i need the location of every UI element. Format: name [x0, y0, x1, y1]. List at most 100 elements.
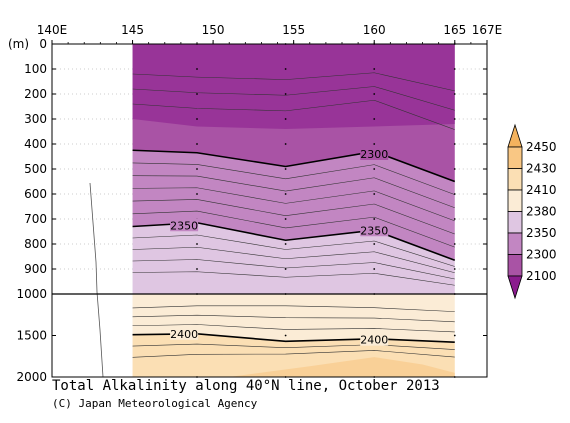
station-dot [284, 218, 287, 220]
x-axis: 140E 145 150 155 160 165 167E [37, 23, 503, 44]
station-dot [196, 143, 198, 145]
station-dot [373, 218, 376, 220]
minor-contour [132, 72, 455, 92]
station-dot [284, 334, 287, 337]
colorbar-segment [507, 211, 523, 234]
station-dot [284, 68, 287, 70]
chart-credit: (C) Japan Meteorological Agency [52, 397, 258, 410]
contour-label-bg [360, 223, 389, 237]
station-dot [373, 243, 376, 245]
y-tick-label: 500 [24, 162, 47, 176]
minor-contour [132, 187, 455, 222]
station-dot [284, 118, 287, 120]
x-tick-label: 165 [443, 23, 466, 37]
fill-band [229, 357, 455, 377]
colorbar-label: 2410 [526, 183, 557, 197]
contour-label: 2400 [360, 334, 388, 347]
station-dot [453, 334, 456, 337]
contour-label: 2400 [170, 328, 198, 341]
y-tick-label: 900 [24, 262, 47, 276]
station-dot [284, 93, 287, 95]
minor-contour [132, 234, 455, 267]
station-dot [284, 268, 287, 270]
minor-contour [132, 324, 455, 333]
station-dot [196, 193, 198, 195]
colorbar-segment [507, 254, 523, 277]
colorbar-label: 2430 [526, 162, 557, 176]
x-tick-label: 167E [472, 23, 503, 37]
station-dot [373, 118, 376, 120]
y-tick-label: 400 [24, 137, 47, 151]
x-tick-label: 140E [37, 23, 68, 37]
station-dot [196, 118, 198, 120]
station-dot [284, 168, 287, 170]
y-tick-label: 1000 [16, 287, 47, 301]
grid-lines [52, 68, 487, 270]
y-tick-label: 800 [24, 237, 47, 251]
station-dot [196, 168, 198, 170]
y-unit-label: (m) [8, 37, 29, 51]
minor-contour [132, 210, 455, 248]
colorbar-segment [507, 275, 523, 300]
contour-label: 2350 [170, 219, 198, 232]
colorbar-label: 2350 [526, 226, 557, 240]
minor-contour [132, 246, 455, 274]
minor-contour [132, 305, 455, 312]
station-dot [373, 268, 376, 270]
colorbar-segment [507, 168, 523, 191]
minor-contour [132, 199, 455, 235]
contour-labels: 2300 2350 2350 2400 2400 [170, 147, 389, 347]
y-tick-label: 700 [24, 212, 47, 226]
contour-2300 [132, 149, 456, 183]
x-tick-label: 145 [121, 23, 144, 37]
colorbar-segment [507, 146, 523, 169]
x-tick-label: 150 [202, 23, 225, 37]
minor-contour [132, 86, 455, 111]
minor-contour [132, 162, 455, 195]
colorbar-segment [507, 232, 523, 255]
contour-label-bg [360, 332, 389, 346]
station-dot [284, 193, 287, 195]
station-dot [373, 193, 376, 195]
station-dot [373, 143, 376, 145]
colorbar-label: 2380 [526, 205, 557, 219]
minor-contour-lines [132, 72, 455, 358]
colorbar-segment [507, 123, 523, 148]
y-tick-label: 300 [24, 112, 47, 126]
colorbar-label: 2450 [526, 140, 557, 154]
minor-contour [132, 314, 455, 323]
minor-contour [132, 259, 455, 280]
station-dot [196, 243, 198, 245]
station-dot [196, 93, 198, 95]
x-tick-label: 160 [363, 23, 386, 37]
contour-label-bg [360, 147, 389, 160]
topography-line [89, 182, 104, 378]
minor-contour [132, 350, 455, 358]
station-dot [373, 93, 376, 95]
contour-label-bg [170, 326, 199, 340]
minor-contour [132, 343, 455, 350]
y-tick-label: 100 [24, 62, 47, 76]
y-tick-label: 0 [39, 37, 47, 51]
contour-label: 2300 [360, 148, 388, 161]
chart-title: Total Alkalinity along 40°N line, Octobe… [52, 378, 440, 394]
station-dot [284, 243, 287, 245]
y-tick-label: 2000 [16, 370, 47, 384]
contour-label: 2350 [360, 224, 388, 237]
y-tick-label: 200 [24, 87, 47, 101]
y-tick-label: 600 [24, 187, 47, 201]
y-tick-label: 1500 [16, 329, 47, 343]
colorbar-segment [507, 189, 523, 212]
station-dot [196, 268, 198, 270]
y-axis: (m) 0 100 200 300 400 500 600 700 800 900 1000 1500 2… [8, 37, 487, 384]
minor-contour [132, 175, 455, 209]
contour-label-bg [170, 218, 199, 232]
fill-band [132, 44, 455, 129]
x-tick-label: 155 [282, 23, 305, 37]
minor-contour [132, 99, 455, 130]
station-dot [196, 68, 198, 70]
colorbar-label: 2100 [526, 269, 557, 283]
station-dot [373, 168, 376, 170]
station-dot [284, 143, 287, 145]
